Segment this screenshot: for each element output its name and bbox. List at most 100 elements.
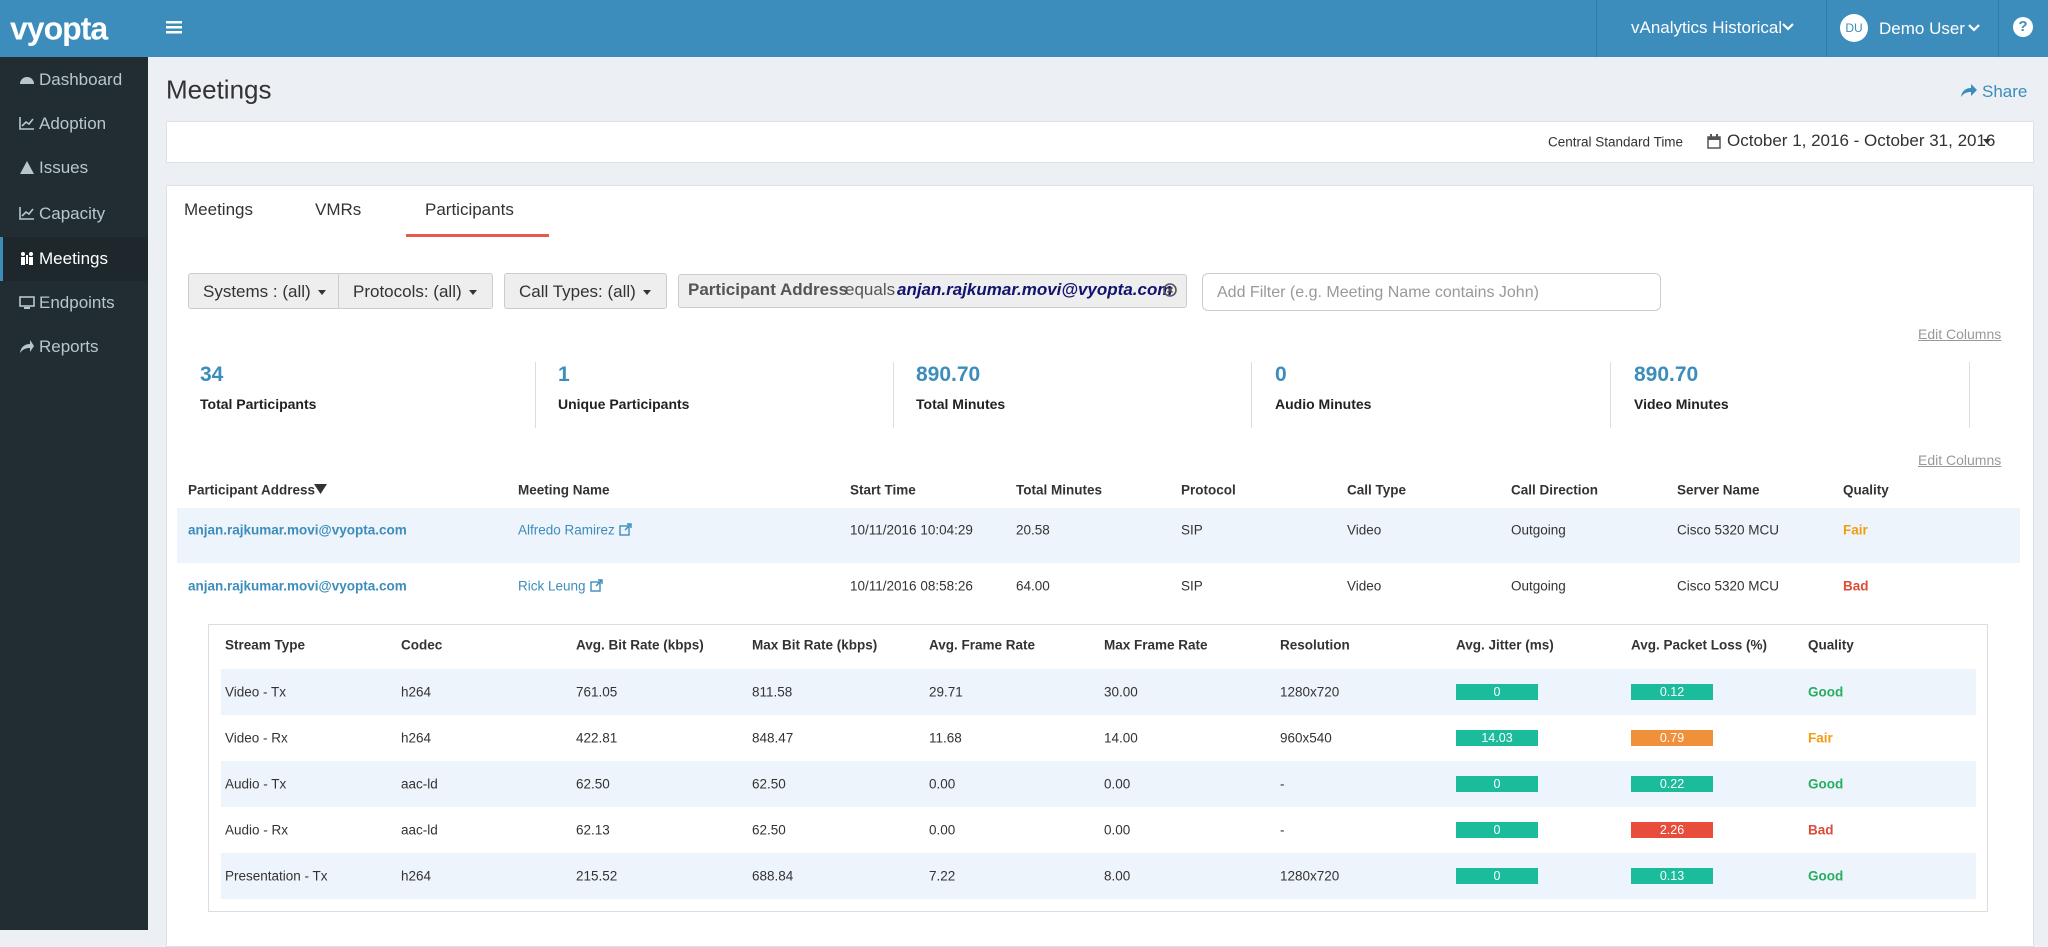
sub-column-header: Stream Type	[225, 637, 306, 653]
sub-cell: h264	[401, 868, 432, 884]
cell: 10/11/2016 10:04:29	[850, 522, 973, 538]
tab[interactable]: Meetings	[184, 200, 253, 219]
filter-button[interactable]: Systems : (all)	[188, 273, 342, 309]
badge: 14.03	[1456, 730, 1538, 746]
nav-item[interactable]: Capacity	[39, 204, 106, 223]
edit-columns[interactable]: Edit Columns	[1918, 326, 2002, 342]
quality: Bad	[1843, 578, 1869, 594]
nav-icon	[20, 77, 34, 84]
sub-column-header: Avg. Frame Rate	[929, 637, 1036, 653]
column-header[interactable]: Total Minutes	[1016, 482, 1102, 498]
badge: 2.26	[1631, 822, 1713, 838]
cell[interactable]: Alfredo Ramirez	[518, 522, 615, 538]
logo[interactable]: vyopta	[10, 10, 108, 47]
sub-cell: 7.22	[929, 868, 956, 884]
sub-column-header: Avg. Jitter (ms)	[1456, 637, 1554, 653]
stat-value: 890.70	[916, 363, 981, 386]
cell: 10/11/2016 08:58:26	[850, 578, 973, 594]
share-link[interactable]: Share	[1982, 82, 2028, 101]
sub-quality: Fair	[1808, 730, 1833, 746]
column-header[interactable]: Quality	[1843, 482, 1889, 498]
filter-label: Call Types: (all)	[519, 282, 636, 301]
cell: Outgoing	[1511, 522, 1566, 538]
sub-quality: Bad	[1808, 822, 1834, 838]
badge: 0.22	[1631, 776, 1713, 792]
remove-filter	[1163, 283, 1177, 297]
filter-input[interactable]	[1202, 273, 1661, 311]
cell: Cisco 5320 MCU	[1677, 578, 1780, 594]
column-header[interactable]: Protocol	[1181, 482, 1236, 498]
stat-divider	[1251, 362, 1252, 428]
cell[interactable]: anjan.rajkumar.movi@vyopta.com	[188, 522, 407, 538]
badge: 0	[1456, 684, 1538, 700]
cell[interactable]: anjan.rajkumar.movi@vyopta.com	[188, 578, 407, 594]
row-bg	[177, 508, 2020, 563]
sub-cell: 29.71	[929, 684, 963, 700]
nav-item[interactable]: Meetings	[39, 249, 108, 268]
cell: Cisco 5320 MCU	[1677, 522, 1780, 538]
sub-cell: 11.68	[929, 730, 962, 746]
nav-item[interactable]: Endpoints	[39, 293, 115, 312]
cell: Video	[1347, 578, 1382, 594]
caret	[642, 289, 651, 295]
sub-quality: Good	[1808, 684, 1844, 700]
stat-divider	[1610, 362, 1611, 428]
sub-cell: 1280x720	[1280, 868, 1340, 884]
sub-cell: h264	[401, 730, 432, 746]
share-icon	[1961, 84, 1977, 97]
column-header[interactable]: Server Name	[1677, 482, 1760, 498]
product-menu[interactable]: vAnalytics Historical	[1631, 18, 1783, 37]
badge: 0	[1456, 822, 1538, 838]
nav-item[interactable]: Reports	[39, 337, 99, 356]
sub-cell: 0.00	[929, 776, 956, 792]
active-filter	[678, 274, 1187, 308]
sub-cell: 30.00	[1104, 684, 1138, 700]
badge: 0	[1456, 868, 1538, 884]
cell: Outgoing	[1511, 578, 1566, 594]
filter-field: Participant Address	[688, 280, 848, 299]
sub-cell: aac-ld	[401, 776, 438, 792]
cell: SIP	[1181, 578, 1203, 594]
user-menu[interactable]: Demo User	[1879, 19, 1965, 38]
tab[interactable]: Participants	[425, 200, 514, 219]
badge: 0	[1456, 776, 1538, 792]
nav-icon	[19, 296, 35, 309]
tab[interactable]: VMRs	[315, 200, 362, 219]
date-bar	[166, 121, 2034, 163]
column-header[interactable]: Start Time	[850, 482, 916, 498]
cell: SIP	[1181, 522, 1203, 538]
separator	[1998, 0, 1999, 57]
separator	[1826, 0, 1827, 57]
sub-column-header: Resolution	[1280, 637, 1350, 653]
nav-item[interactable]: Dashboard	[39, 70, 123, 89]
menu-toggle[interactable]	[166, 19, 182, 35]
column-header[interactable]: Participant Address	[188, 482, 316, 498]
external-link	[619, 523, 632, 536]
stat-divider	[1969, 362, 1970, 428]
sub-quality: Good	[1808, 868, 1844, 884]
badge: 0.79	[1631, 730, 1713, 746]
help-button[interactable]: ?	[2013, 17, 2033, 37]
date-range[interactable]: October 1, 2016 - October 31, 2016	[1727, 131, 1996, 150]
avatar: DU	[1840, 14, 1868, 42]
sub-cell: h264	[401, 684, 432, 700]
filter-value: anjan.rajkumar.movi@vyopta.com	[897, 280, 1173, 299]
column-header[interactable]: Meeting Name	[518, 482, 610, 498]
sub-cell: aac-ld	[401, 822, 438, 838]
nav-item[interactable]: Adoption	[39, 114, 107, 133]
sub-cell: 0.00	[929, 822, 956, 838]
cell[interactable]: Rick Leung	[518, 578, 586, 594]
nav-active-border	[0, 237, 3, 281]
stat-label: Unique Participants	[558, 396, 690, 412]
badge: 0.13	[1631, 868, 1713, 884]
filter-button[interactable]: Protocols: (all)	[338, 273, 493, 309]
sub-column-header: Max Bit Rate (kbps)	[752, 637, 878, 653]
edit-columns[interactable]: Edit Columns	[1918, 452, 2002, 468]
column-header[interactable]: Call Direction	[1511, 482, 1599, 498]
nav-item[interactable]: Issues	[39, 158, 89, 177]
column-header[interactable]: Call Type	[1347, 482, 1407, 498]
caret	[1983, 139, 1991, 144]
filter-button[interactable]: Call Types: (all)	[504, 273, 667, 309]
sidebar	[0, 57, 148, 930]
